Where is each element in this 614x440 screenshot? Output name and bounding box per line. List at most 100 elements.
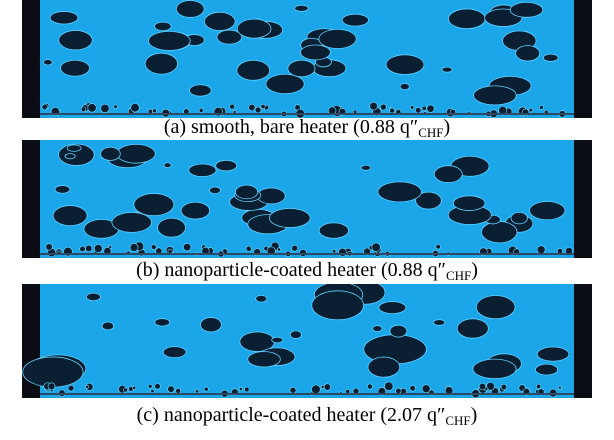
bubble: [148, 31, 190, 50]
bubble: [151, 244, 156, 249]
bubble: [101, 147, 121, 160]
bubble: [339, 248, 347, 256]
bubble: [46, 244, 53, 251]
bubble: [266, 74, 304, 93]
bubble: [164, 163, 171, 168]
bubble: [130, 243, 138, 251]
bubble: [168, 249, 172, 253]
bubble: [324, 384, 330, 390]
bubble: [80, 246, 86, 252]
bubble: [312, 385, 321, 394]
bubble: [55, 185, 70, 193]
bubble: [422, 385, 430, 393]
bubble: [536, 384, 540, 388]
bubble: [94, 244, 102, 252]
bubble: [50, 11, 78, 24]
bubble: [256, 295, 267, 302]
bubble: [101, 104, 110, 113]
bubble: [510, 2, 543, 17]
bubble: [200, 317, 221, 332]
bubble: [453, 196, 485, 211]
bubble: [133, 386, 136, 389]
bubble: [155, 22, 172, 31]
bubble: [457, 319, 488, 338]
bubble: [299, 249, 306, 256]
bubble: [88, 104, 97, 113]
bubble: [380, 104, 386, 110]
bubble: [43, 60, 52, 65]
caption: (b) nanoparticle-coated heater (0.88 q″C…: [0, 259, 614, 287]
bubble: [540, 106, 544, 110]
caption-text: ): [471, 404, 478, 426]
bubble: [244, 387, 249, 392]
bubble: [410, 385, 416, 391]
wall: [574, 284, 592, 398]
bubble: [86, 293, 100, 301]
bubble: [195, 390, 198, 393]
bubble: [361, 165, 371, 170]
bubble: [319, 29, 356, 48]
caption-text: (a) smooth, bare heater (0.88 q″: [164, 116, 418, 138]
bubble: [342, 14, 368, 26]
bubble: [312, 291, 364, 320]
bubble: [199, 108, 203, 112]
bubble: [537, 246, 545, 254]
bubble: [373, 326, 382, 332]
bubble: [368, 357, 400, 377]
wall: [574, 140, 592, 258]
bubble: [474, 86, 517, 105]
bubble: [410, 106, 414, 110]
bubble: [117, 144, 156, 163]
bubble: [145, 53, 177, 74]
bubble: [158, 218, 186, 237]
bubble: [390, 108, 395, 113]
bubble: [319, 223, 348, 238]
bubble: [501, 384, 507, 390]
bubble: [269, 208, 310, 227]
bubble: [537, 347, 569, 361]
bubble: [400, 83, 409, 89]
bubble: [448, 9, 485, 29]
caption: (c) nanoparticle-coated heater (2.07 q″C…: [0, 404, 614, 432]
caption-subscript: CHF: [418, 125, 443, 140]
photo: [22, 0, 592, 118]
bubble: [261, 104, 265, 108]
bubble: [346, 389, 350, 393]
bubble: [189, 164, 216, 177]
photo: [22, 140, 592, 258]
bubble: [390, 325, 407, 337]
bubble: [529, 108, 533, 112]
bubble: [433, 320, 445, 326]
bubble: [216, 160, 237, 171]
bubble: [124, 388, 128, 392]
bubble: [114, 105, 118, 109]
bubble: [65, 154, 75, 159]
bubble: [372, 243, 381, 252]
bubble: [237, 19, 271, 38]
bubble: [23, 357, 83, 387]
bubble: [290, 387, 296, 393]
bubble: [176, 0, 204, 17]
wall: [22, 0, 40, 118]
caption-subscript: CHF: [446, 268, 471, 283]
bubble: [48, 383, 55, 390]
bubble: [272, 337, 283, 343]
bubble: [516, 46, 540, 61]
photo: [22, 284, 592, 398]
bubble: [321, 385, 324, 388]
bubble: [378, 182, 422, 202]
bubble: [155, 383, 161, 389]
bubble: [67, 145, 81, 151]
bubble: [332, 249, 336, 253]
bubble: [163, 347, 186, 358]
bubble: [151, 389, 155, 393]
bubble: [442, 67, 452, 72]
bubble: [277, 248, 280, 251]
bubble: [237, 60, 270, 80]
bubble: [102, 322, 114, 330]
bubble: [81, 107, 86, 112]
caption-text: (c) nanoparticle-coated heater (2.07 q″: [137, 404, 446, 426]
bubble: [176, 388, 181, 393]
bubble: [473, 359, 516, 379]
bubble: [112, 212, 152, 232]
